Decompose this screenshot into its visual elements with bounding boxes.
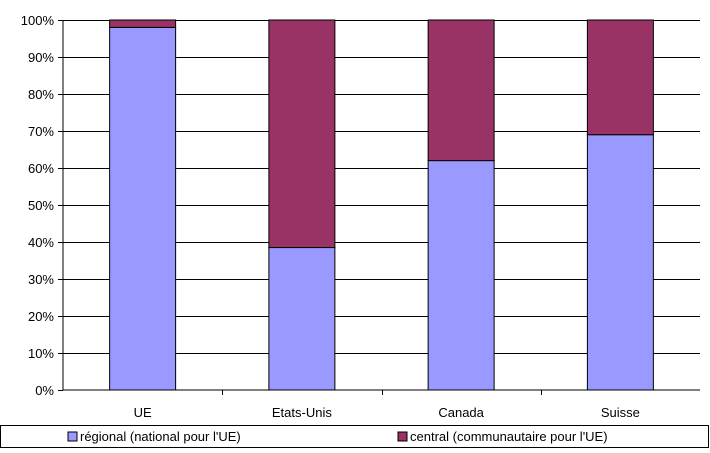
bar-segment-central	[427, 19, 495, 162]
bar-segment-regional	[586, 134, 654, 391]
y-tick-label: 60%	[28, 161, 54, 176]
y-tick-label: 0%	[35, 383, 54, 398]
y-tick-label: 10%	[28, 346, 54, 361]
bar-segment-regional	[427, 160, 495, 391]
y-tick-label: 90%	[28, 50, 54, 65]
legend-swatch-central	[397, 431, 408, 442]
y-tick-label: 100%	[21, 13, 55, 28]
x-tick-label: UE	[134, 405, 152, 420]
bar-segment-central	[268, 19, 336, 249]
x-tick-label: Canada	[438, 405, 484, 420]
axes	[58, 20, 700, 395]
y-tick-label: 50%	[28, 198, 54, 213]
legend-label-central: central (communautaire pour l'UE)	[410, 429, 608, 444]
bar-segment-central	[109, 19, 177, 28]
y-tick-label: 40%	[28, 235, 54, 250]
legend-swatch-regional	[67, 431, 78, 442]
x-tick-label: Etats-Unis	[272, 405, 332, 420]
bar-segment-regional	[268, 247, 336, 391]
bar-segment-central	[586, 19, 654, 136]
legend-label-regional: régional (national pour l'UE)	[80, 429, 241, 444]
x-tick-labels: UE Etats-Unis Canada Suisse	[134, 405, 640, 420]
x-tick-label: Suisse	[601, 405, 640, 420]
y-tick-labels: 0% 10% 20% 30% 40% 50% 60% 70% 80% 90% 100%	[21, 13, 55, 398]
legend: régional (national pour l'UE) central (c…	[0, 425, 709, 448]
y-tick-label: 80%	[28, 87, 54, 102]
y-tick-label: 70%	[28, 124, 54, 139]
y-tick-label: 20%	[28, 309, 54, 324]
bar-segment-regional	[109, 26, 177, 391]
bars	[109, 19, 654, 391]
y-tick-label: 30%	[28, 272, 54, 287]
